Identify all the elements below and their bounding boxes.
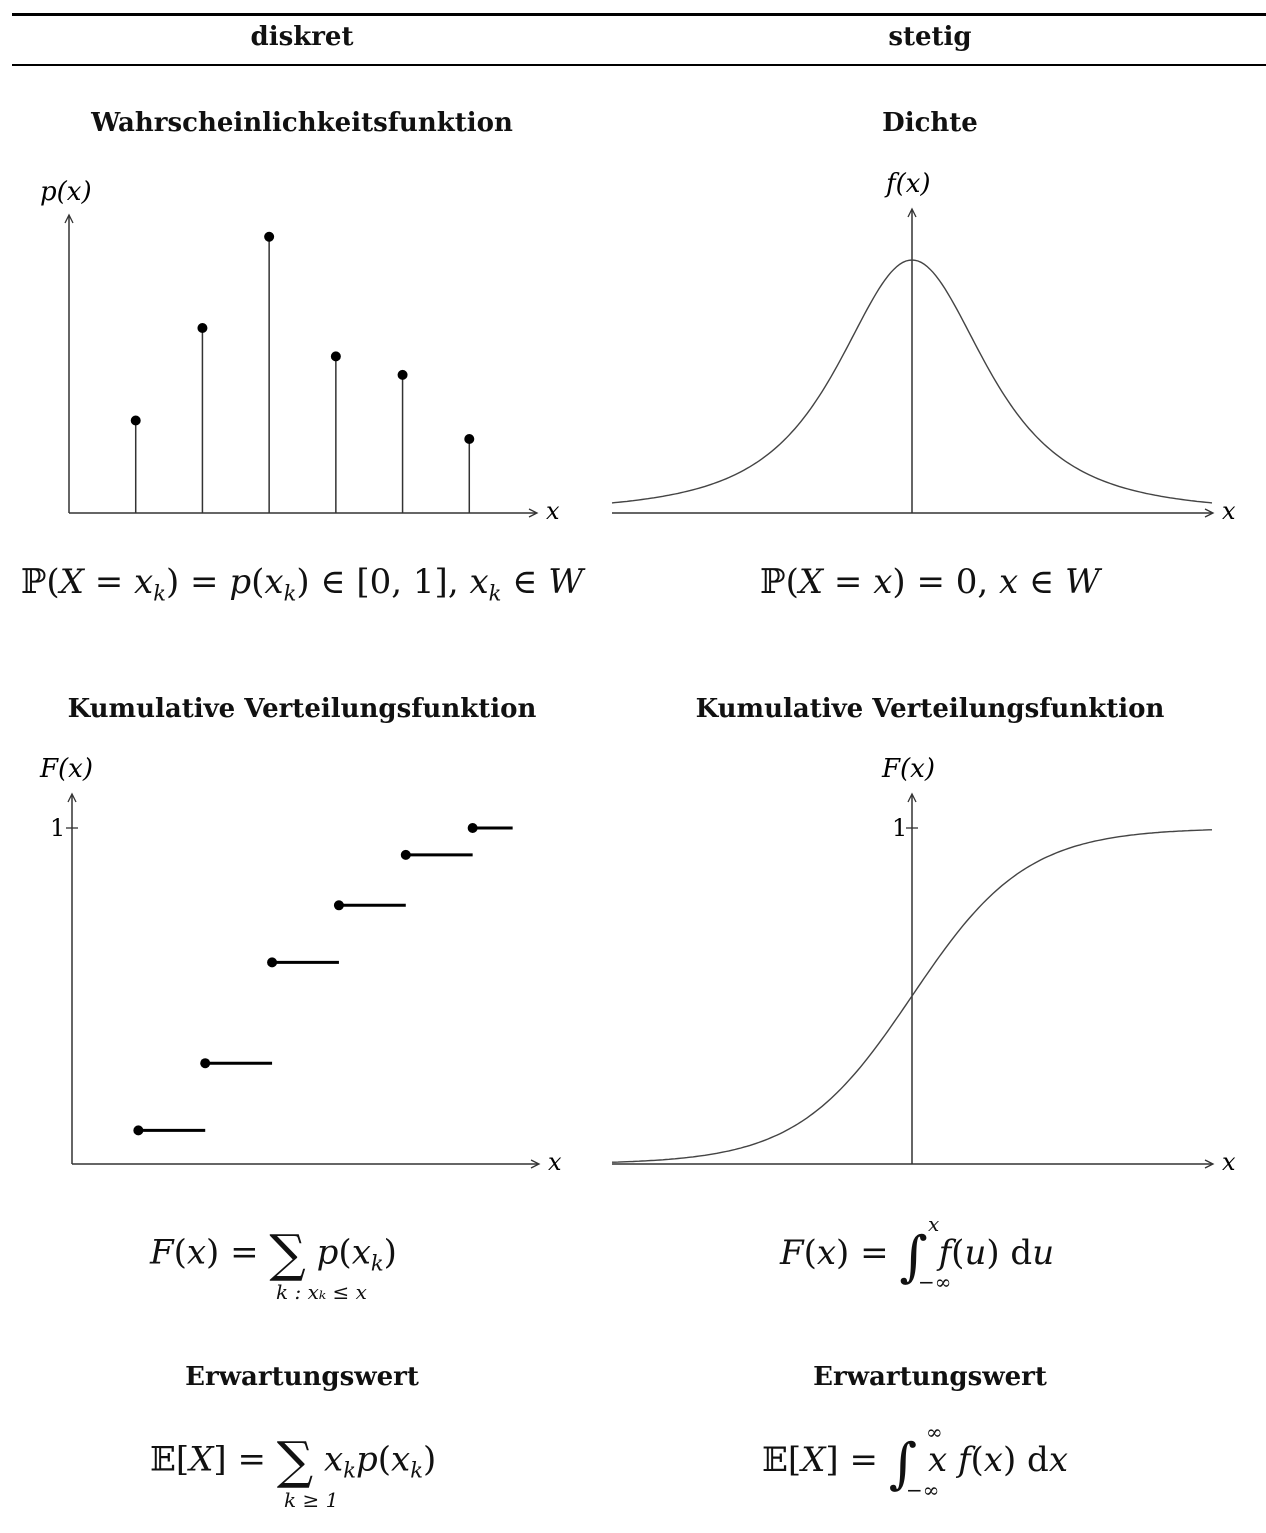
cdf-continuous-chart: F(x) x 1 — [612, 754, 1236, 1176]
cdf-continuous-formula: F(x) = ∫ f(u) du — [780, 1225, 1055, 1288]
pmf-point — [330, 351, 341, 362]
pdf-x-axis-label: x — [1222, 497, 1236, 525]
cdf-discrete-chart: F(x) x 1 — [39, 754, 562, 1176]
cdf-discrete-y-axis-label: F(x) — [39, 754, 93, 784]
pmf-formula: ℙ(X = xk) = p(xk) ∈ [0, 1], xk ∈ W — [20, 562, 584, 606]
cdf-step-point — [400, 849, 411, 860]
cdf-discrete-tick-one-label: 1 — [50, 814, 65, 842]
pmf-chart: p(x) x — [40, 177, 560, 525]
cdf-step-point — [333, 900, 344, 911]
exp-discrete-formula: 𝔼[X] = ∑ xkp(xk) — [150, 1432, 437, 1491]
top-rule — [12, 13, 1266, 16]
exp-int-lower: −∞ — [906, 1478, 940, 1502]
cdf-int-lower: −∞ — [918, 1270, 952, 1294]
header-rule — [12, 64, 1266, 66]
exp-discrete-sum-index: k ≥ 1 — [284, 1488, 339, 1512]
pmf-point — [464, 434, 475, 444]
cdf-continuous-y-arrow — [907, 792, 917, 803]
cdf-continuous-title: Kumulative Verteilungsfunktion — [695, 694, 1165, 724]
pdf-x-arrow — [1204, 508, 1215, 518]
pmf-point — [130, 415, 141, 426]
cdf-discrete-x-arrow — [530, 1159, 541, 1169]
cdf-continuous-x-axis-label: x — [1222, 1148, 1236, 1176]
column-header-diskret: diskret — [250, 22, 354, 52]
pmf-y-axis-label: p(x) — [40, 177, 92, 207]
pdf-chart: f(x) x — [611, 169, 1236, 525]
cdf-discrete-title: Kumulative Verteilungsfunktion — [67, 694, 537, 724]
pdf-curve — [611, 259, 1213, 504]
cdf-continuous-tick-one-label: 1 — [892, 814, 907, 842]
cdf-discrete-y-arrow — [67, 792, 77, 803]
cdf-continuous-curve — [612, 829, 1212, 1163]
cdf-discrete-formula: F(x) = ∑ p(xk) — [150, 1225, 397, 1284]
cdf-continuous-y-axis-label: F(x) — [881, 754, 935, 784]
pdf-y-axis-label: f(x) — [884, 169, 931, 199]
pmf-x-axis-label: x — [546, 497, 560, 525]
exp-int-upper: ∞ — [926, 1420, 943, 1444]
exp-discrete-title: Erwartungswert — [185, 1362, 419, 1392]
exp-continuous-title: Erwartungswert — [813, 1362, 1047, 1392]
pmf-x-arrow — [528, 508, 539, 518]
exp-continuous-formula: 𝔼[X] = ∫ x f(x) dx — [762, 1432, 1069, 1495]
cdf-int-upper: x — [928, 1212, 940, 1236]
pdf-formula: ℙ(X = x) = 0, x ∈ W — [760, 562, 1100, 602]
cdf-discrete-sum-index: k : xₖ ≤ x — [276, 1280, 367, 1304]
pmf-point — [397, 369, 408, 380]
cdf-step-point — [267, 957, 278, 968]
cdf-step-point — [200, 1058, 211, 1069]
pmf-point — [264, 231, 275, 242]
cdf-continuous-x-arrow — [1204, 1159, 1215, 1169]
cdf-step-point — [133, 1125, 144, 1136]
pdf-y-arrow — [907, 207, 917, 218]
pmf-point — [197, 323, 208, 333]
pdf-title: Dichte — [882, 108, 978, 138]
column-header-stetig: stetig — [888, 22, 972, 52]
pmf-y-arrow — [64, 213, 74, 224]
pmf-title: Wahrscheinlichkeitsfunktion — [91, 108, 513, 138]
cdf-discrete-x-axis-label: x — [548, 1148, 562, 1176]
cdf-step-point — [467, 823, 478, 833]
